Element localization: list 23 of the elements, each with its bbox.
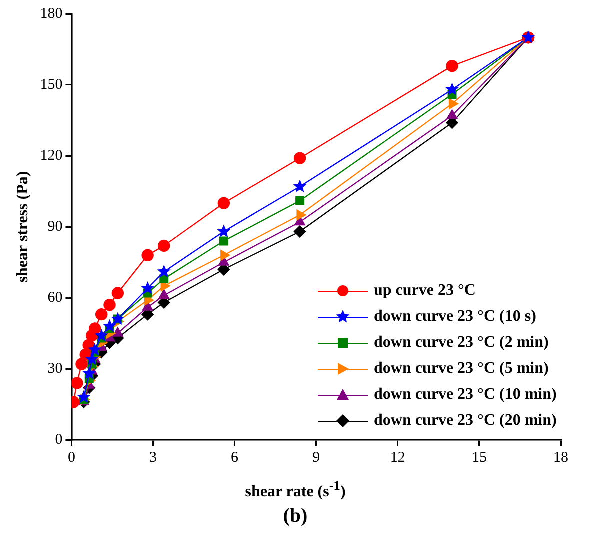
y-tick-label: 60 — [48, 290, 63, 306]
x-tick-label: 9 — [312, 450, 320, 466]
y-tick-label: 150 — [40, 76, 63, 93]
y-tick-label: 120 — [40, 148, 63, 164]
y-tick-label: 0 — [55, 432, 63, 448]
legend-label: up curve 23 °C — [374, 281, 476, 301]
y-tick-label: 180 — [40, 6, 63, 22]
y-tick-label: 90 — [48, 218, 63, 235]
text: (b) — [282, 505, 309, 528]
x-axis-title: shear rate (s$^{-1}$) — [244, 478, 347, 502]
legend-label: down curve 23 °C (10 min) — [374, 385, 557, 405]
x-tick-label: 12 — [390, 450, 406, 466]
x-tick-label: 18 — [554, 450, 568, 466]
x-tick-label: 6 — [231, 450, 240, 466]
x-tick-label: 3 — [150, 450, 157, 466]
legend-label: down curve 23 °C (20 min) — [374, 411, 557, 431]
legend-label: down curve 23 °C (10 s) — [374, 307, 536, 327]
y-axis-title: shear stress (Pa) — [14, 171, 32, 283]
legend-label: down curve 23 °C (5 min) — [374, 359, 549, 379]
legend-label: down curve 23 °C (2 min) — [374, 333, 549, 353]
y-tick-label: 30 — [48, 360, 63, 377]
x-tick-label: 15 — [472, 450, 487, 466]
x-tick-label: 0 — [68, 450, 76, 466]
